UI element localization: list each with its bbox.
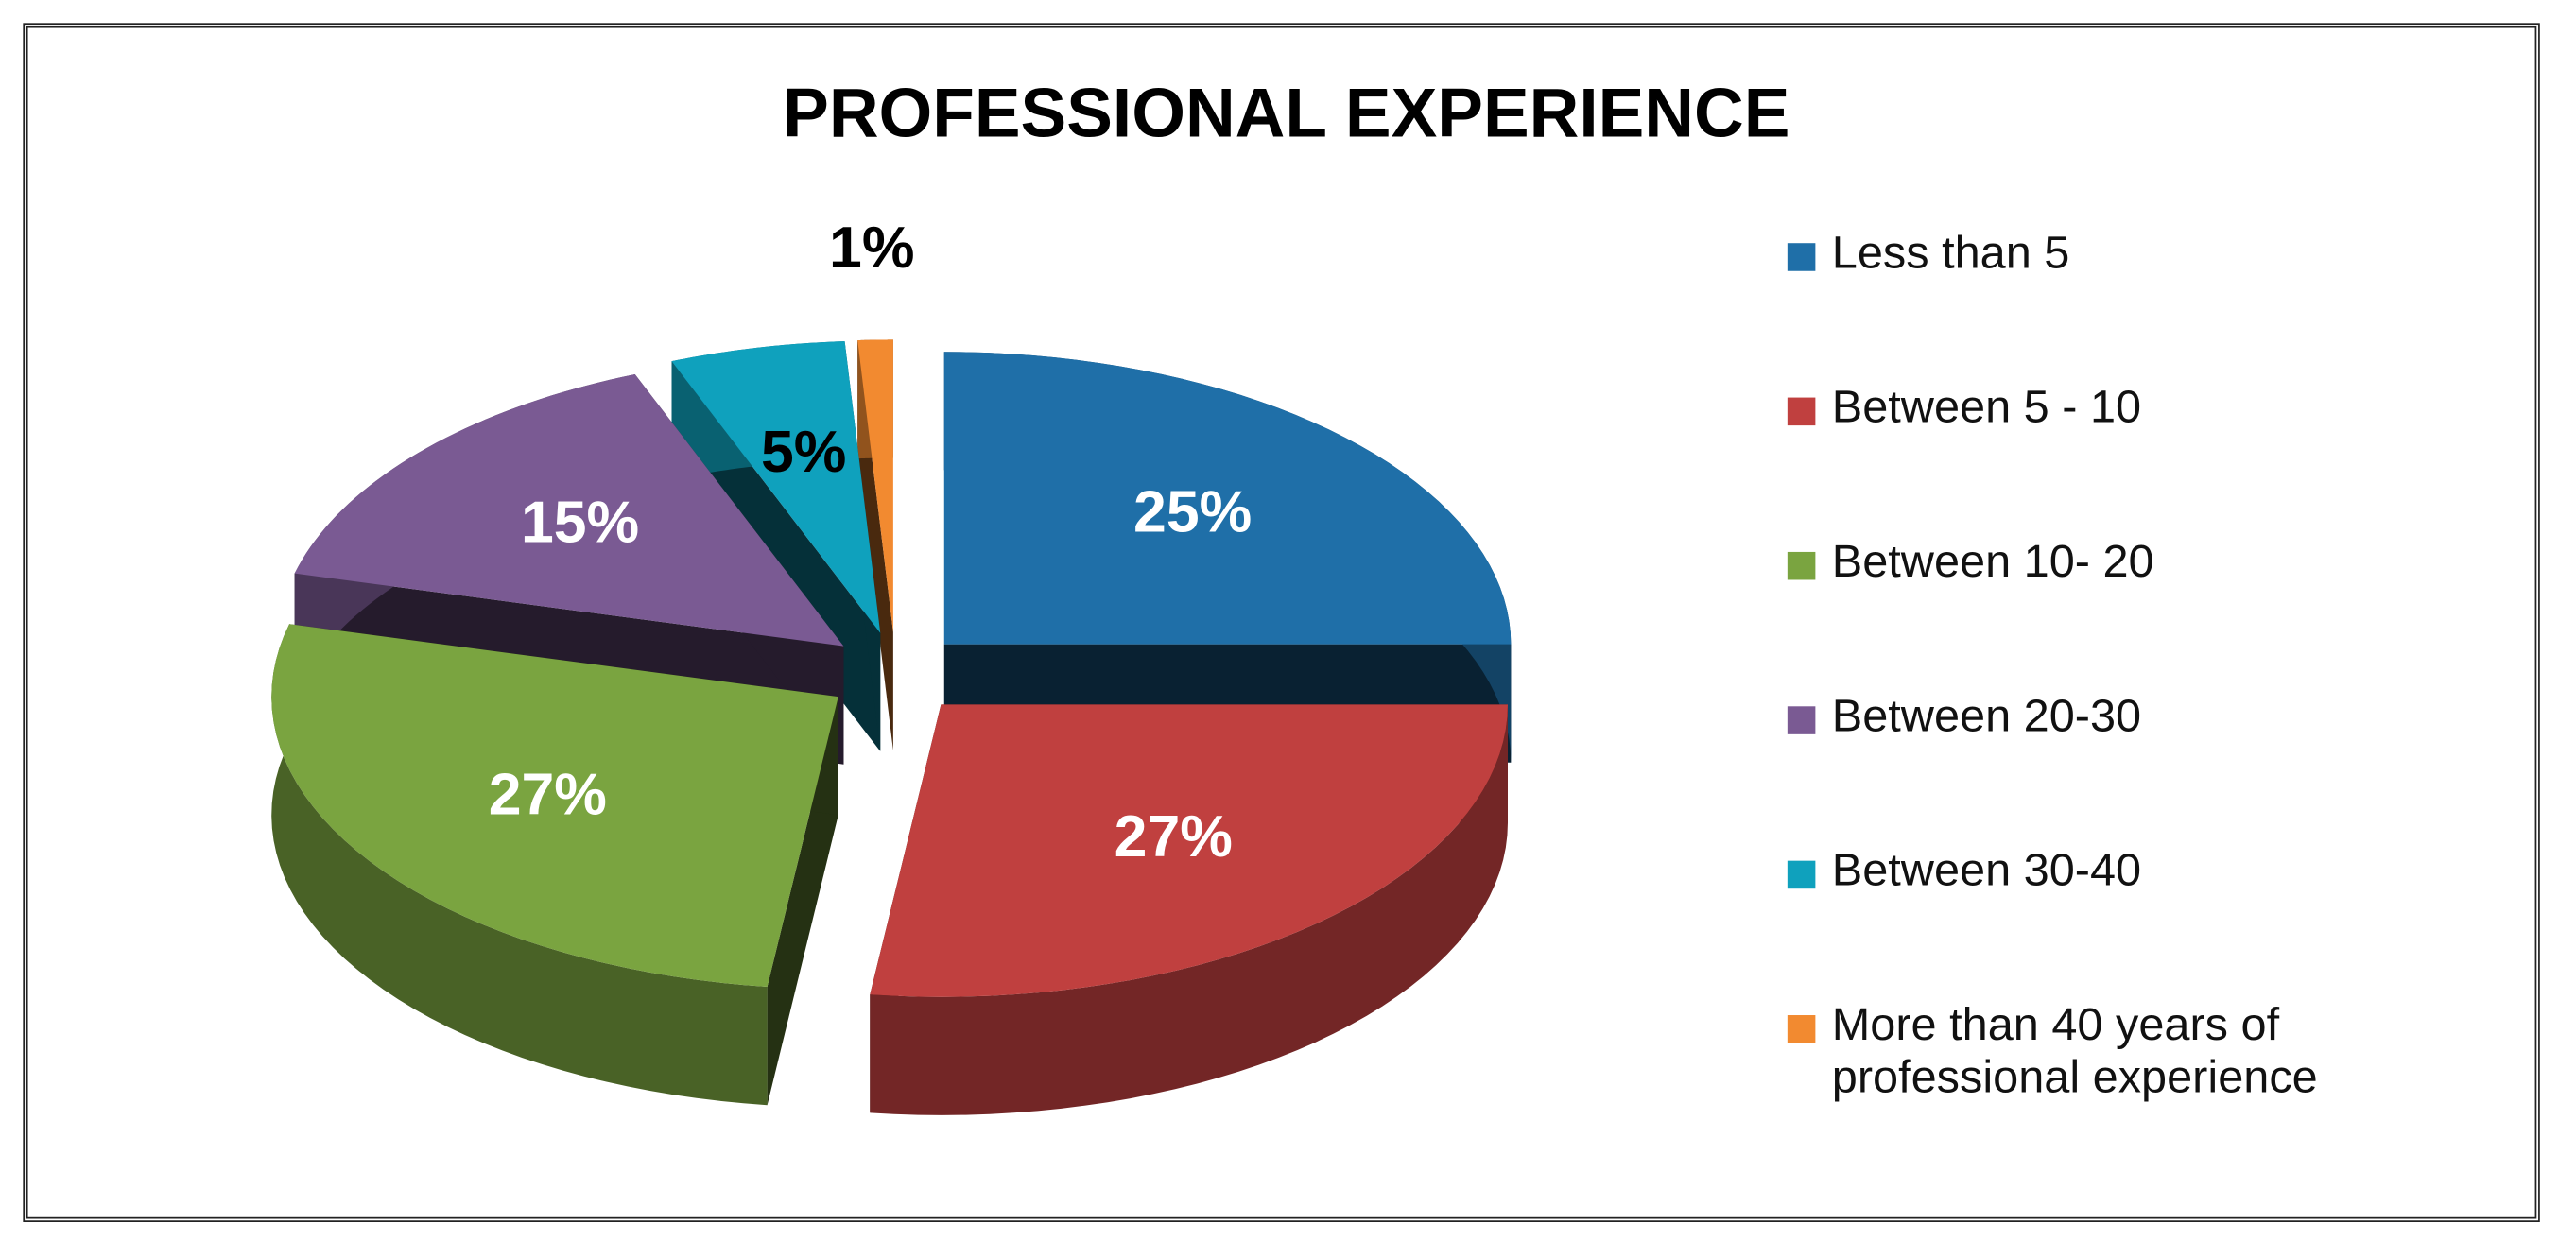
- slice-top: [870, 704, 1509, 997]
- legend-label: Between 10- 20: [1831, 535, 2154, 587]
- legend-item: Between 10- 20: [1787, 535, 2412, 690]
- legend-item: Between 20-30: [1787, 689, 2412, 844]
- slice-top: [671, 341, 881, 633]
- legend-item: Between 30-40: [1787, 844, 2412, 998]
- slice-side: [271, 624, 768, 1106]
- legend-item: Between 5 - 10: [1787, 381, 2412, 535]
- data-label: 5%: [761, 419, 846, 485]
- pie-slice: [857, 339, 893, 750]
- slice-top: [943, 352, 1512, 645]
- data-label: 15%: [521, 489, 639, 555]
- slice-top: [294, 373, 844, 647]
- legend-label: Between 20-30: [1831, 689, 2142, 741]
- legend-swatch: [1787, 243, 1816, 271]
- pie-slice: [870, 704, 1509, 1115]
- chart-frame: [23, 23, 2540, 1222]
- data-label: 27%: [489, 761, 607, 827]
- legend-swatch: [1787, 706, 1816, 734]
- slice-side: [870, 704, 1509, 1115]
- slice-top: [271, 624, 838, 988]
- data-label: 1%: [829, 215, 914, 281]
- slice-top: [857, 339, 893, 632]
- legend-swatch: [1787, 1015, 1816, 1043]
- data-label: 25%: [1133, 478, 1252, 544]
- legend-label: Between 30-40: [1831, 844, 2142, 896]
- data-label: 27%: [1115, 803, 1233, 870]
- chart-title: PROFESSIONAL EXPERIENCE: [783, 75, 1789, 151]
- legend-label: Less than 5: [1831, 226, 2070, 278]
- legend-swatch: [1787, 397, 1816, 426]
- legend-label: Between 5 - 10: [1831, 381, 2142, 433]
- legend-label: More than 40 years of professional exper…: [1831, 998, 2318, 1103]
- legend-swatch: [1787, 551, 1816, 580]
- pie-slice: [271, 624, 838, 1106]
- legend: Less than 5 Between 5 - 10 Between 10- 20 B…: [1787, 226, 2412, 1153]
- legend-item: More than 40 years of professional exper…: [1787, 998, 2412, 1153]
- legend-item: Less than 5: [1787, 226, 2412, 381]
- legend-swatch: [1787, 860, 1816, 889]
- pie-slice: [943, 352, 1512, 763]
